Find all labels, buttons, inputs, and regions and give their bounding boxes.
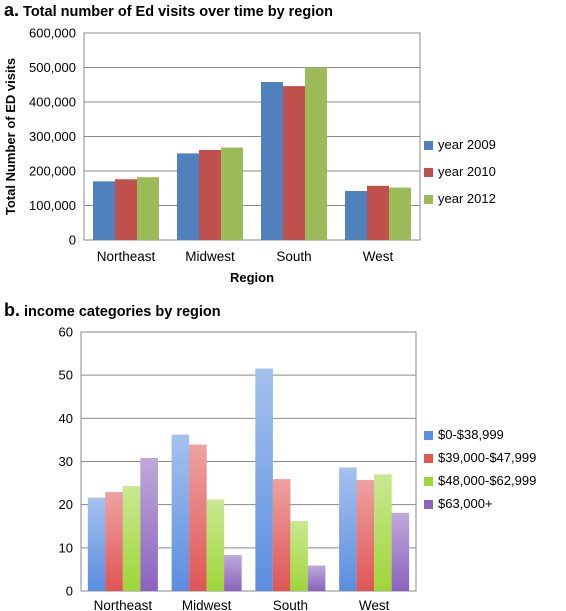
legend-swatch: [424, 168, 433, 177]
chart-a-visits-by-region: 0 100,000 200,000 300,000 400,000 500,000 600,…: [3, 26, 496, 286]
legend-label: year 2012: [438, 191, 496, 206]
legend-swatch: [424, 195, 433, 204]
legend-swatch: [424, 431, 433, 440]
bar-highlight: [206, 499, 225, 591]
bar-highlight: [87, 497, 106, 591]
x-category-label: Midwest: [185, 249, 235, 264]
bar-highlight: [255, 368, 273, 591]
bar-highlight: [339, 467, 357, 591]
y-tick-label: 200,000: [29, 164, 76, 179]
legend-swatch: [424, 477, 433, 486]
x-category-label: South: [273, 598, 308, 611]
chart-a-panel-label: a.: [4, 0, 20, 20]
y-tick-label: 0: [69, 233, 76, 248]
bar: [367, 185, 389, 240]
chart-b-title-text: income categories by region: [24, 304, 221, 320]
bar-highlight: [272, 479, 291, 591]
bar: [199, 149, 221, 240]
legend-swatch: [424, 500, 433, 509]
y-tick-label: 50: [59, 368, 73, 383]
bar-highlight: [224, 555, 242, 591]
y-tick-label: 100,000: [29, 198, 76, 213]
legend-label: $63,000+: [438, 496, 493, 511]
x-category-label: West: [363, 249, 394, 264]
x-category-label: West: [359, 598, 390, 611]
bar: [389, 187, 411, 240]
y-axis-title: Total Number of ED visits: [3, 58, 18, 215]
bar: [283, 86, 305, 240]
y-tick-label: 20: [59, 497, 73, 512]
y-tick-label: 300,000: [29, 129, 76, 144]
bar: [345, 191, 367, 240]
bar-highlight: [290, 521, 308, 591]
legend-label: $0-$38,999: [438, 427, 504, 442]
y-tick-label: 10: [59, 540, 73, 555]
bar: [305, 67, 327, 240]
bar-highlight: [356, 480, 375, 591]
bar: [137, 177, 159, 240]
bar-highlight: [189, 444, 207, 591]
bar: [177, 153, 199, 240]
x-category-label: Northeast: [94, 598, 153, 611]
bar: [221, 147, 243, 240]
chart-b-panel-label: b.: [4, 300, 20, 320]
y-tick-label: 0: [66, 584, 73, 599]
y-tick-label: 30: [59, 454, 73, 469]
chart-b-income-by-region: 0 10 20 30 40 50 60 Northeast Midwest South West $0…: [59, 325, 537, 611]
chart-a-title-text: Total number of Ed visits over time by r…: [23, 4, 333, 20]
chart-a-title: a. Total number of Ed visits over time b…: [4, 0, 333, 21]
bar-highlight: [122, 486, 141, 591]
bar-highlight: [171, 434, 190, 591]
legend-swatch: [424, 141, 433, 150]
legend-label: $39,000-$47,999: [438, 450, 536, 465]
legend-label: year 2010: [438, 164, 496, 179]
legend-label: year 2009: [438, 137, 496, 152]
y-tick-label: 60: [59, 325, 73, 340]
bar-highlight: [374, 474, 392, 591]
x-category-label: Midwest: [182, 598, 232, 611]
bar-highlight: [140, 458, 158, 591]
legend-swatch: [424, 454, 433, 463]
y-tick-label: 600,000: [29, 26, 76, 41]
y-tick-label: 400,000: [29, 95, 76, 110]
bar: [93, 181, 115, 240]
x-category-label: Northeast: [97, 249, 156, 264]
legend-label: $48,000-$62,999: [438, 473, 536, 488]
x-axis-title: Region: [230, 270, 274, 285]
bar-highlight: [391, 512, 410, 591]
chart-b-title: b. income categories by region: [4, 300, 221, 321]
x-category-label: South: [276, 249, 311, 264]
y-tick-label: 40: [59, 411, 73, 426]
bar-highlight: [307, 565, 326, 591]
bar-highlight: [105, 492, 123, 591]
bar: [261, 81, 283, 240]
y-tick-label: 500,000: [29, 60, 76, 75]
bar: [115, 179, 137, 240]
